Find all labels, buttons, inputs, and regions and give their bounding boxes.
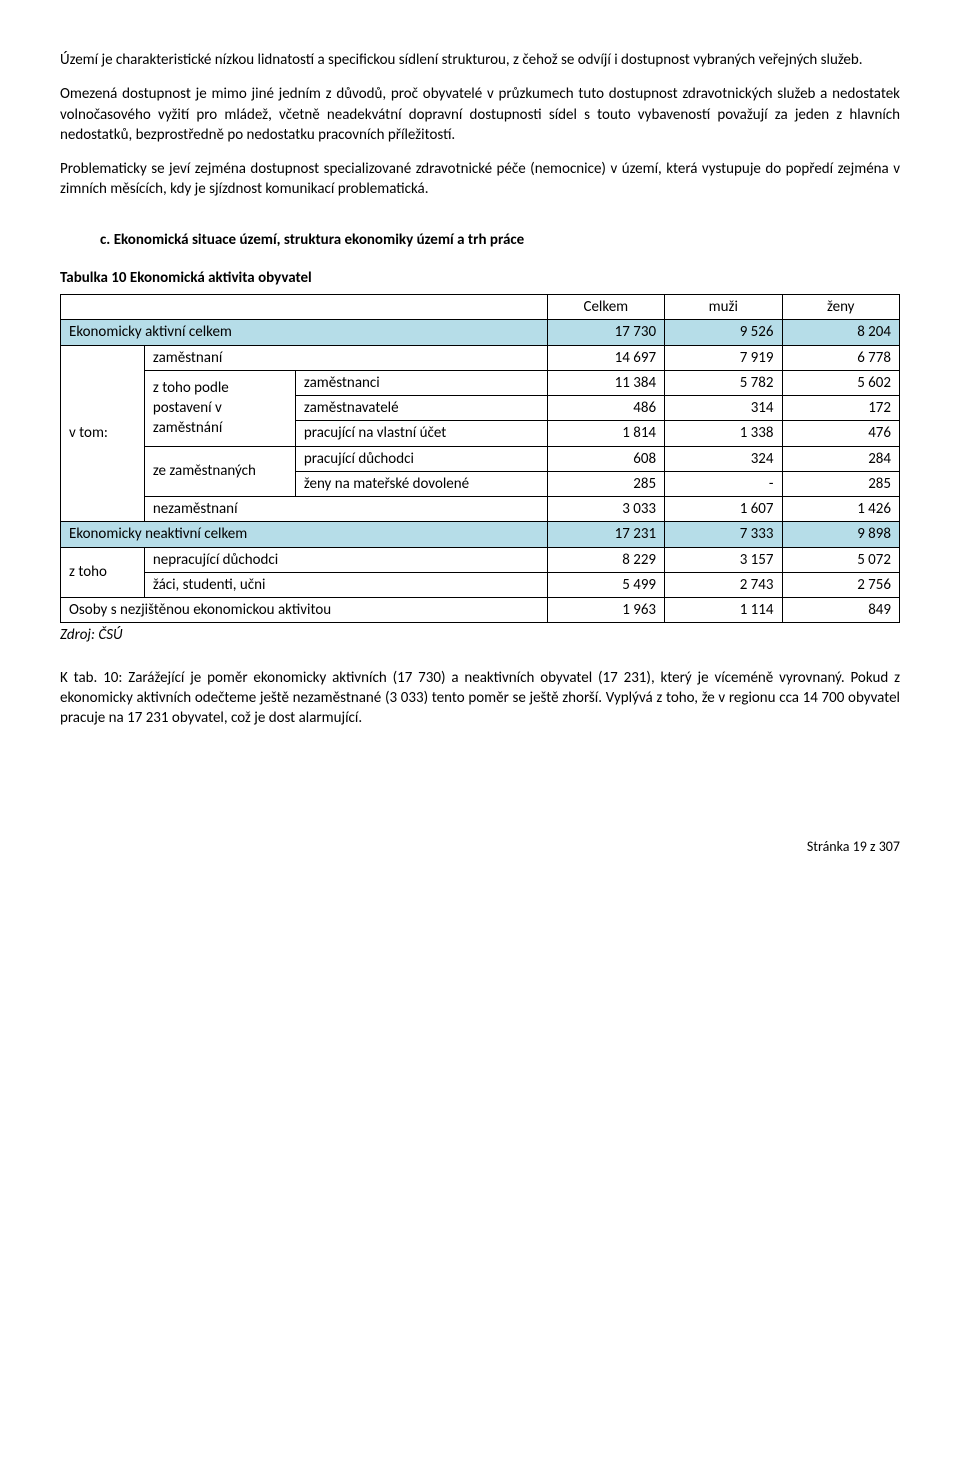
cell-label: žáci, studenti, učni [144,572,547,597]
col-header-women: ženy [782,295,900,320]
cell-total: 14 697 [547,345,664,370]
col-header-men: muži [665,295,782,320]
row-students: žáci, studenti, učni 5 499 2 743 2 756 [61,572,900,597]
row-unknown-activity: Osoby s nezjištěnou ekonomickou aktivito… [61,598,900,623]
cell-label: pracující důchodci [295,446,547,471]
cell-men: 1 114 [665,598,782,623]
intro-paragraph-2: Omezená dostupnost je mimo jiné jedním z… [60,84,900,145]
cell-men: 2 743 [665,572,782,597]
cell-label: Ekonomicky aktivní celkem [61,320,548,345]
cell-of-employed: ze zaměstnaných [144,446,295,497]
cell-total: 1 814 [547,421,664,446]
cell-men: - [665,471,782,496]
cell-men: 324 [665,446,782,471]
economic-activity-table: Celkem muži ženy Ekonomicky aktivní celk… [60,294,900,623]
row-inactive-total: Ekonomicky neaktivní celkem 17 231 7 333… [61,522,900,547]
row-active-total: Ekonomicky aktivní celkem 17 730 9 526 8… [61,320,900,345]
row-nonworking-pensioners: z toho nepracující důchodci 8 229 3 157 … [61,547,900,572]
commentary-paragraph: K tab. 10: Zarážející je poměr ekonomick… [60,668,900,729]
page-footer: Stránka 19 z 307 [60,838,900,857]
table-header-row: Celkem muži ženy [61,295,900,320]
cell-men: 1 338 [665,421,782,446]
cell-men: 314 [665,396,782,421]
row-employees: z toho podle postavení v zaměstnání zamě… [61,370,900,395]
row-employed: v tom: zaměstnaní 14 697 7 919 6 778 [61,345,900,370]
cell-total: 11 384 [547,370,664,395]
cell-women: 1 426 [782,497,900,522]
cell-by-position: z toho podle postavení v zaměstnání [144,370,295,446]
cell-total: 17 231 [547,522,664,547]
header-empty [61,295,548,320]
row-unemployed: nezaměstnaní 3 033 1 607 1 426 [61,497,900,522]
cell-men: 9 526 [665,320,782,345]
cell-women: 849 [782,598,900,623]
cell-men: 7 333 [665,522,782,547]
cell-total: 608 [547,446,664,471]
cell-total: 285 [547,471,664,496]
cell-women: 284 [782,446,900,471]
table-caption: Tabulka 10 Ekonomická aktivita obyvatel [60,268,900,288]
cell-label: Ekonomicky neaktivní celkem [61,522,548,547]
cell-women: 476 [782,421,900,446]
cell-z-toho: z toho [61,547,145,598]
cell-men: 7 919 [665,345,782,370]
cell-label: zaměstnanci [295,370,547,395]
table-source: Zdroj: ČSÚ [60,625,900,645]
cell-men: 5 782 [665,370,782,395]
cell-label: Osoby s nezjištěnou ekonomickou aktivito… [61,598,548,623]
cell-women: 5 072 [782,547,900,572]
row-working-pensioners: ze zaměstnaných pracující důchodci 608 3… [61,446,900,471]
cell-label: zaměstnaní [144,345,547,370]
section-heading: c. Ekonomická situace území, struktura e… [100,230,900,250]
cell-women: 172 [782,396,900,421]
cell-women: 8 204 [782,320,900,345]
cell-total: 8 229 [547,547,664,572]
intro-paragraph-1: Území je charakteristické nízkou lidnato… [60,50,900,70]
cell-women: 285 [782,471,900,496]
cell-women: 2 756 [782,572,900,597]
cell-women: 5 602 [782,370,900,395]
cell-total: 3 033 [547,497,664,522]
section-title: Ekonomická situace území, struktura ekon… [114,231,525,249]
cell-label: ženy na mateřské dovolené [295,471,547,496]
cell-label: pracující na vlastní účet [295,421,547,446]
cell-label: nezaměstnaní [144,497,547,522]
section-letter: c. [100,231,110,249]
cell-women: 9 898 [782,522,900,547]
cell-men: 3 157 [665,547,782,572]
cell-total: 5 499 [547,572,664,597]
cell-label: nepracující důchodci [144,547,547,572]
cell-women: 6 778 [782,345,900,370]
cell-total: 1 963 [547,598,664,623]
cell-total: 17 730 [547,320,664,345]
cell-men: 1 607 [665,497,782,522]
col-header-total: Celkem [547,295,664,320]
intro-paragraph-3: Problematicky se jeví zejména dostupnost… [60,159,900,200]
cell-total: 486 [547,396,664,421]
cell-label: zaměstnavatelé [295,396,547,421]
cell-v-tom: v tom: [61,345,145,522]
